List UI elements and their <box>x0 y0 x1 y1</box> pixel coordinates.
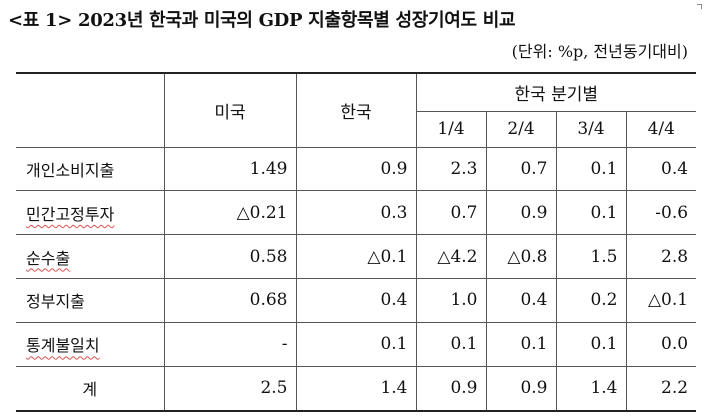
header-q4: 4/4 <box>625 110 697 148</box>
row-label: 개인소비지출 <box>16 146 165 192</box>
gdp-contribution-table: 미국 한국 한국 분기별 1/4 2/4 3/4 4/4 개인소비지출 1.49… <box>16 72 697 412</box>
header-q1: 1/4 <box>415 110 487 148</box>
header-q2: 2/4 <box>485 110 557 148</box>
cell-q4: -0.6 <box>625 190 697 236</box>
table-row-total: 계 2.5 1.4 0.9 0.9 1.4 2.2 <box>16 365 697 412</box>
table-row: 정부지출 0.68 0.4 1.0 0.4 0.2 △0.1 <box>16 278 697 323</box>
cell-korea: 0.1 <box>295 321 417 367</box>
cell-q4: 0.0 <box>625 321 697 367</box>
cell-q1: 0.1 <box>415 321 487 367</box>
row-label-total: 계 <box>16 365 165 412</box>
header-us: 미국 <box>163 72 297 148</box>
cell-korea: 0.4 <box>295 278 417 323</box>
row-label: 통계불일치 <box>16 321 165 367</box>
table-row: 통계불일치 - 0.1 0.1 0.1 0.1 0.0 <box>16 321 697 367</box>
cell-korea: △0.1 <box>295 234 417 280</box>
cell-q3: 1.4 <box>555 365 627 412</box>
cell-korea: 1.4 <box>295 365 417 412</box>
cell-q3: 0.1 <box>555 190 627 236</box>
header-q3: 3/4 <box>555 110 627 148</box>
table-title: <표 1> 2023년 한국과 미국의 GDP 지출항목별 성장기여도 비교 <box>8 10 516 31</box>
cell-q4: 2.8 <box>625 234 697 280</box>
cell-q1: 0.7 <box>415 190 487 236</box>
table-row: 개인소비지출 1.49 0.9 2.3 0.7 0.1 0.4 <box>16 146 697 192</box>
header-korea-quarterly: 한국 분기별 <box>415 72 697 112</box>
cell-us: 0.68 <box>163 278 297 323</box>
row-label: 정부지출 <box>16 278 165 323</box>
cell-us: 2.5 <box>163 365 297 412</box>
cell-q3: 0.2 <box>555 278 627 323</box>
header-korea: 한국 <box>295 72 417 148</box>
row-label: 민간고정투자 <box>16 190 165 236</box>
cell-q2: 0.9 <box>485 190 557 236</box>
cell-korea: 0.3 <box>295 190 417 236</box>
cell-q3: 0.1 <box>555 321 627 367</box>
cell-q4: △0.1 <box>625 278 697 323</box>
cell-q1: △4.2 <box>415 234 487 280</box>
cell-q2: 0.9 <box>485 365 557 412</box>
cell-q3: 0.1 <box>555 146 627 192</box>
cell-us: 0.58 <box>163 234 297 280</box>
cell-us: 1.49 <box>163 146 297 192</box>
cell-q1: 0.9 <box>415 365 487 412</box>
row-label: 순수출 <box>16 234 165 280</box>
cell-us: - <box>163 321 297 367</box>
table-row: 민간고정투자 △0.21 0.3 0.7 0.9 0.1 -0.6 <box>16 190 697 236</box>
header-blank <box>16 72 165 148</box>
cell-q2: △0.8 <box>485 234 557 280</box>
table-row: 순수출 0.58 △0.1 △4.2 △0.8 1.5 2.8 <box>16 234 697 280</box>
cell-q2: 0.7 <box>485 146 557 192</box>
cell-q3: 1.5 <box>555 234 627 280</box>
cell-q4: 2.2 <box>625 365 697 412</box>
cell-q1: 2.3 <box>415 146 487 192</box>
cell-q2: 0.4 <box>485 278 557 323</box>
cell-korea: 0.9 <box>295 146 417 192</box>
cell-q2: 0.1 <box>485 321 557 367</box>
cell-q4: 0.4 <box>625 146 697 192</box>
unit-note: (단위: %p, 전년동기대비) <box>511 42 688 61</box>
cell-us: △0.21 <box>163 190 297 236</box>
cell-q1: 1.0 <box>415 278 487 323</box>
corner-mark <box>697 4 702 9</box>
